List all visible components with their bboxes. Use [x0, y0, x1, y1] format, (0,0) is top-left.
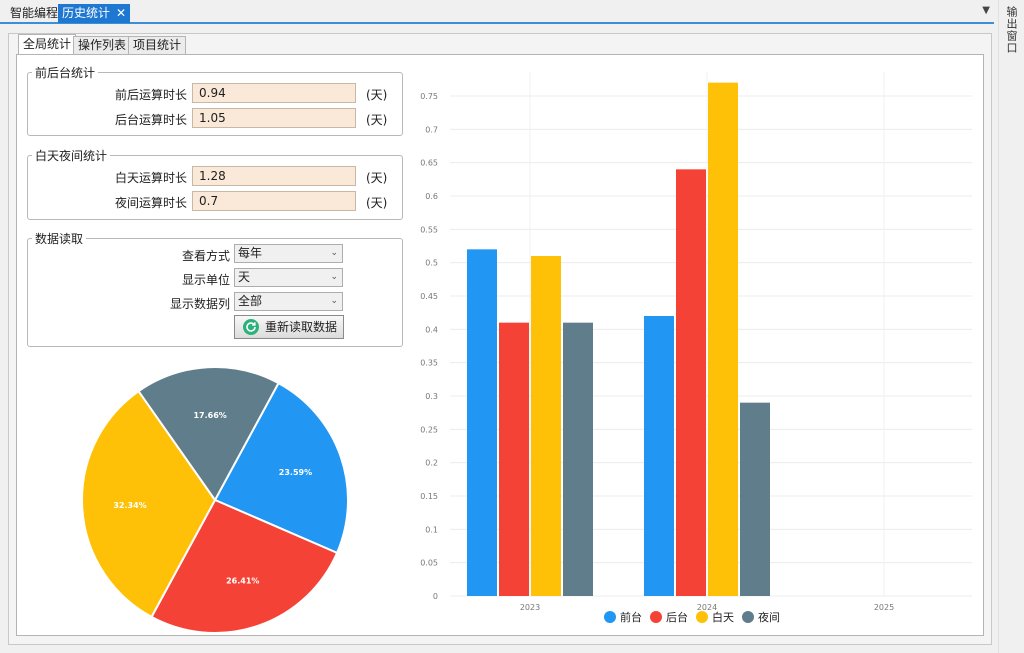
night-duration-field: 0.7 [192, 191, 356, 211]
legend-label: 前台 [620, 610, 642, 624]
doc-tab-label: 智能编程 [10, 6, 59, 20]
bar [708, 82, 738, 596]
chevron-down-icon: ⌄ [330, 248, 338, 258]
reload-data-button[interactable]: 重新读取数据 [234, 315, 344, 339]
group-title: 白天夜间统计 [35, 149, 108, 163]
pie-slice [137, 366, 280, 502]
pie-slice [213, 381, 349, 555]
pie-slice-label: 32.34% [113, 501, 146, 510]
fg-bg-label: 前后运算时长 [114, 88, 187, 102]
bar-chart: 0 0.05 0.1 0.15 0.2 0.25 0.3 0.35 0.4 0.45 0.5 0.55… [420, 72, 972, 624]
y-tick-label: 0.65 [420, 159, 438, 168]
tab-label: 全局统计 [23, 37, 72, 51]
legend-label: 夜间 [758, 610, 780, 624]
y-tick-label: 0.4 [425, 325, 438, 334]
legend-marker [604, 611, 616, 623]
group-title: 数据读取 [35, 232, 84, 246]
day-label: 白天运算时长 [114, 171, 187, 185]
unit-label: (天) [366, 113, 388, 127]
refresh-icon [243, 319, 259, 335]
display-unit-select[interactable]: 天 ⌄ [234, 268, 343, 287]
legend-label: 白天 [712, 610, 734, 624]
x-tick-label: 2024 [697, 603, 717, 612]
x-tick-label: 2025 [874, 603, 894, 612]
y-tick-label: 0.45 [420, 292, 438, 301]
y-tick-label: 0 [433, 592, 438, 601]
legend-label: 后台 [666, 610, 688, 624]
y-tick-label: 0.15 [420, 492, 438, 501]
select-value: 全部 [238, 294, 263, 308]
y-tick-label: 0.35 [420, 359, 438, 368]
unit-label: (天) [366, 171, 388, 185]
bar [499, 322, 529, 596]
doc-tab-history-stats[interactable]: 历史统计 ✕ [58, 4, 131, 23]
tab-label: 项目统计 [133, 38, 182, 52]
document-tab-strip: 智能编程 历史统计 ✕ ▼ [0, 0, 994, 24]
bg-duration-field: 1.05 [192, 108, 356, 128]
y-tick-label: 0.55 [420, 225, 438, 234]
display-unit-label: 显示单位 [181, 273, 230, 287]
unit-label: (天) [366, 196, 388, 210]
view-mode-select[interactable]: 每年 ⌄ [234, 244, 343, 263]
reload-button-label: 重新读取数据 [265, 320, 338, 334]
close-icon[interactable]: ✕ [116, 6, 127, 20]
y-tick-label: 0.25 [420, 425, 438, 434]
bar [531, 256, 561, 596]
bar [563, 322, 593, 596]
side-panel-strip: 输出窗口 [998, 0, 1024, 653]
day-night-stats-group: 白天夜间统计 [27, 147, 403, 220]
legend-marker [696, 611, 708, 623]
tab-global-stats[interactable]: 全局统计 [18, 34, 77, 54]
y-tick-label: 0.5 [425, 259, 438, 268]
side-strip-tab[interactable]: 输出窗口 [1005, 6, 1018, 54]
select-value: 天 [238, 270, 251, 284]
legend-marker [650, 611, 662, 623]
tab-operation-list[interactable]: 操作列表 [73, 36, 132, 54]
y-tick-label: 0.1 [425, 525, 438, 534]
y-tick-label: 0.75 [420, 92, 438, 101]
day-duration-field: 1.28 [192, 166, 356, 186]
y-tick-label: 0.2 [425, 459, 438, 468]
night-label: 夜间运算时长 [114, 196, 187, 210]
fg-bg-stats-group: 前后台统计 [27, 64, 403, 136]
bar [676, 169, 706, 596]
fg-bg-duration-field: 0.94 [192, 83, 356, 103]
unit-label: (天) [366, 88, 388, 102]
pie-slice-label: 23.59% [279, 468, 312, 477]
bar [644, 316, 674, 596]
select-value: 每年 [238, 246, 263, 260]
x-tick-label: 2023 [520, 603, 540, 612]
pie-chart: 23.59% 26.41% 32.34% 17.66% [81, 366, 349, 634]
view-mode-label: 查看方式 [181, 249, 230, 263]
bg-label: 后台运算时长 [114, 113, 187, 127]
chevron-down-icon: ⌄ [330, 272, 338, 282]
tab-project-stats[interactable]: 项目统计 [128, 36, 187, 54]
data-series-select[interactable]: 全部 ⌄ [234, 292, 343, 311]
bar [740, 402, 770, 596]
bar [467, 249, 497, 597]
tab-dropdown-icon[interactable]: ▼ [982, 5, 990, 16]
y-tick-label: 0.3 [425, 392, 438, 401]
y-tick-label: 0.7 [425, 125, 438, 134]
doc-tab-smart-programming[interactable]: 智能编程 [6, 4, 62, 23]
tab-label: 操作列表 [78, 38, 127, 52]
pie-slice-label: 26.41% [226, 576, 259, 585]
pie-slice-label: 17.66% [193, 411, 226, 420]
doc-tab-label: 历史统计 [62, 6, 111, 20]
y-tick-label: 0.05 [420, 559, 438, 568]
data-read-group: 数据读取 [27, 230, 403, 347]
chevron-down-icon: ⌄ [330, 296, 338, 306]
group-title: 前后台统计 [35, 66, 96, 80]
data-series-label: 显示数据列 [169, 297, 230, 311]
pie-slice [81, 389, 217, 619]
legend-marker [742, 611, 754, 623]
y-tick-label: 0.6 [425, 192, 438, 201]
